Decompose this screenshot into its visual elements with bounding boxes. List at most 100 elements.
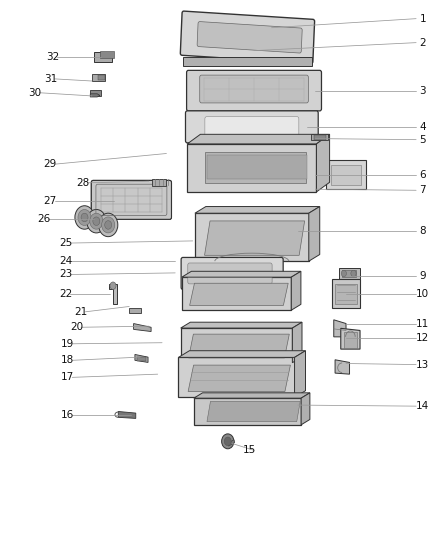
Bar bbox=[94, 52, 112, 62]
Text: 24: 24 bbox=[59, 256, 72, 266]
Bar bbox=[137, 357, 146, 361]
Text: 4: 4 bbox=[419, 122, 426, 132]
Polygon shape bbox=[135, 354, 148, 362]
Circle shape bbox=[105, 221, 112, 229]
Polygon shape bbox=[189, 334, 289, 358]
Bar bbox=[335, 284, 357, 304]
Text: 10: 10 bbox=[416, 289, 429, 298]
Circle shape bbox=[87, 209, 106, 233]
Text: 20: 20 bbox=[70, 322, 83, 332]
Polygon shape bbox=[194, 398, 301, 425]
Text: 16: 16 bbox=[61, 410, 74, 419]
Bar bbox=[90, 90, 101, 96]
Circle shape bbox=[224, 437, 231, 446]
Polygon shape bbox=[179, 358, 295, 398]
Circle shape bbox=[75, 206, 94, 229]
FancyBboxPatch shape bbox=[91, 180, 171, 220]
Polygon shape bbox=[205, 221, 304, 255]
Polygon shape bbox=[207, 401, 300, 422]
Text: 3: 3 bbox=[419, 86, 426, 95]
FancyBboxPatch shape bbox=[187, 70, 321, 111]
Polygon shape bbox=[207, 155, 307, 179]
Polygon shape bbox=[109, 284, 117, 304]
Polygon shape bbox=[183, 57, 312, 66]
Text: 19: 19 bbox=[61, 339, 74, 349]
Polygon shape bbox=[188, 365, 290, 391]
Circle shape bbox=[341, 270, 346, 277]
Text: 13: 13 bbox=[416, 360, 429, 369]
Polygon shape bbox=[183, 287, 281, 294]
Polygon shape bbox=[187, 144, 316, 192]
Bar bbox=[92, 74, 105, 80]
FancyBboxPatch shape bbox=[181, 257, 283, 289]
Polygon shape bbox=[179, 351, 306, 358]
Polygon shape bbox=[335, 360, 350, 374]
Polygon shape bbox=[334, 320, 346, 337]
FancyBboxPatch shape bbox=[188, 263, 272, 284]
Polygon shape bbox=[134, 324, 151, 332]
Circle shape bbox=[81, 213, 88, 222]
Polygon shape bbox=[195, 213, 309, 261]
Bar bbox=[331, 165, 361, 185]
Text: 9: 9 bbox=[419, 271, 426, 281]
Text: 17: 17 bbox=[61, 373, 74, 382]
Bar bbox=[344, 332, 357, 348]
Text: 26: 26 bbox=[37, 214, 50, 223]
Text: 15: 15 bbox=[243, 446, 256, 455]
Text: 25: 25 bbox=[59, 238, 72, 248]
Text: 23: 23 bbox=[59, 270, 72, 279]
Bar bbox=[342, 270, 356, 277]
Bar bbox=[326, 160, 366, 189]
Bar bbox=[314, 135, 326, 140]
Circle shape bbox=[102, 217, 115, 233]
Polygon shape bbox=[190, 283, 288, 305]
Polygon shape bbox=[311, 134, 328, 140]
Circle shape bbox=[78, 209, 91, 225]
Text: 6: 6 bbox=[419, 170, 426, 180]
Polygon shape bbox=[118, 411, 136, 418]
Circle shape bbox=[110, 282, 116, 289]
Text: 32: 32 bbox=[46, 52, 59, 62]
FancyBboxPatch shape bbox=[91, 180, 171, 220]
Bar bbox=[100, 51, 114, 58]
Polygon shape bbox=[194, 393, 310, 398]
Polygon shape bbox=[90, 94, 100, 97]
Text: 31: 31 bbox=[44, 74, 57, 84]
Text: 8: 8 bbox=[419, 227, 426, 236]
Bar bbox=[152, 179, 166, 186]
Text: 29: 29 bbox=[44, 159, 57, 169]
FancyBboxPatch shape bbox=[200, 75, 308, 103]
Bar bbox=[339, 268, 360, 279]
FancyBboxPatch shape bbox=[205, 117, 299, 137]
Polygon shape bbox=[180, 328, 293, 362]
Text: 28: 28 bbox=[77, 178, 90, 188]
Polygon shape bbox=[291, 271, 301, 310]
Polygon shape bbox=[228, 440, 235, 446]
Text: 12: 12 bbox=[416, 333, 429, 343]
Polygon shape bbox=[341, 328, 360, 349]
Text: 1: 1 bbox=[419, 14, 426, 23]
Polygon shape bbox=[205, 152, 306, 183]
Polygon shape bbox=[293, 322, 302, 362]
FancyBboxPatch shape bbox=[180, 11, 314, 63]
Polygon shape bbox=[182, 277, 291, 310]
Text: 7: 7 bbox=[419, 185, 426, 195]
Text: 14: 14 bbox=[416, 401, 429, 411]
Text: 27: 27 bbox=[44, 196, 57, 206]
Bar bbox=[332, 279, 360, 308]
Polygon shape bbox=[180, 322, 302, 328]
Polygon shape bbox=[295, 351, 306, 398]
Circle shape bbox=[93, 217, 100, 225]
Circle shape bbox=[99, 213, 118, 237]
Circle shape bbox=[222, 434, 234, 449]
FancyBboxPatch shape bbox=[197, 22, 302, 53]
Text: 18: 18 bbox=[61, 356, 74, 365]
Text: 21: 21 bbox=[74, 307, 88, 317]
Bar bbox=[98, 75, 105, 79]
Polygon shape bbox=[309, 206, 320, 261]
Circle shape bbox=[90, 213, 103, 229]
Polygon shape bbox=[182, 271, 301, 277]
Polygon shape bbox=[195, 206, 320, 213]
Text: 11: 11 bbox=[416, 319, 429, 328]
FancyBboxPatch shape bbox=[186, 111, 318, 143]
